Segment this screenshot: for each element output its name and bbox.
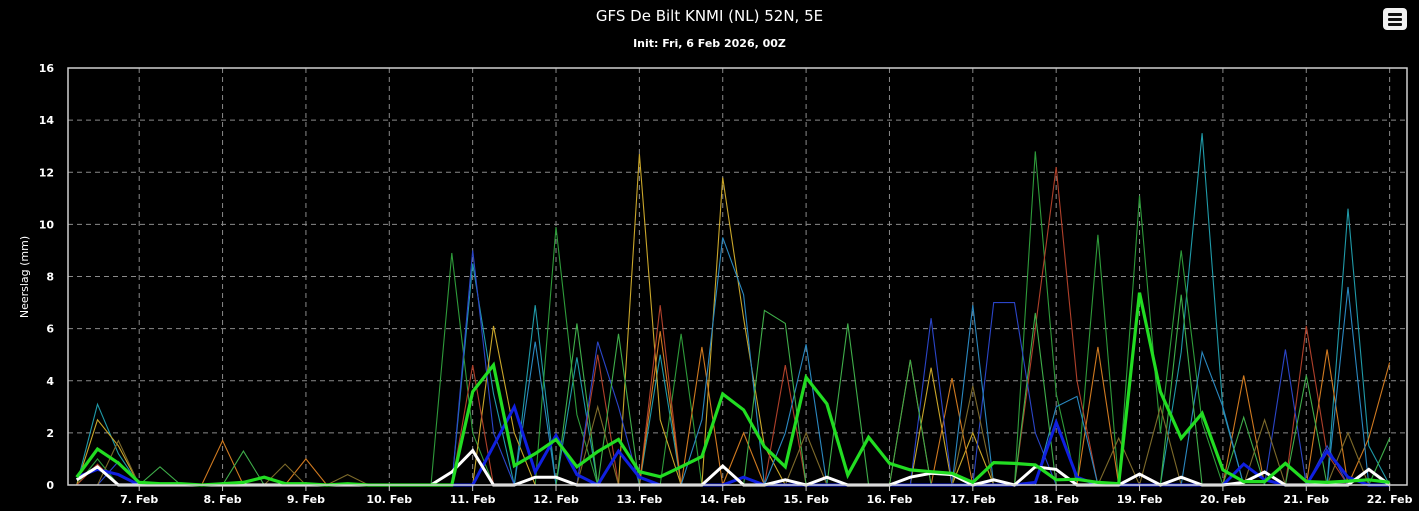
y-tick-label: 14: [39, 114, 55, 127]
grid: [68, 68, 1407, 485]
x-tick-label: 21. Feb: [1283, 493, 1329, 506]
x-tick-label: 9. Feb: [287, 493, 325, 506]
x-tick-label: 11. Feb: [450, 493, 496, 506]
x-tick-label: 13. Feb: [617, 493, 663, 506]
menu-line: [1388, 18, 1402, 21]
x-tick-label: 8. Feb: [204, 493, 242, 506]
ensemble-member-line-7: [76, 237, 1390, 486]
ensemble-member-line-4: [76, 166, 1390, 486]
y-tick-label: 12: [39, 166, 54, 179]
x-tick-label: 17. Feb: [950, 493, 996, 506]
x-tick-label: 12. Feb: [533, 493, 579, 506]
x-tick-label: 19. Feb: [1117, 493, 1163, 506]
x-tick-label: 7. Feb: [120, 493, 158, 506]
ensemble-member-line-3: [76, 153, 1390, 487]
ensemble-member-line-8: [76, 294, 1391, 486]
y-tick-label: 2: [46, 427, 54, 440]
ensemble-mean-line: [75, 292, 1390, 487]
series-layer: [75, 133, 1391, 488]
operational-run-line: [76, 402, 1390, 487]
y-tick-label: 8: [46, 271, 54, 284]
x-tick-label: 10. Feb: [366, 493, 412, 506]
x-tick-label: 18. Feb: [1033, 493, 1079, 506]
chart-subtitle: Init: Fri, 6 Feb 2026, 00Z: [633, 37, 786, 50]
x-tick-label: 22. Feb: [1367, 493, 1413, 506]
x-tick-label: 16. Feb: [867, 493, 913, 506]
ensemble-member-line-2: [76, 151, 1390, 486]
y-tick-label: 10: [39, 218, 55, 231]
ensemble-member-line-1: [76, 133, 1391, 486]
y-tick-label: 0: [46, 479, 54, 492]
y-tick-label: 6: [46, 323, 54, 336]
x-tick-label: 15. Feb: [783, 493, 829, 506]
ensemble-member-line-6: [76, 250, 1390, 487]
x-tick-label: 20. Feb: [1200, 493, 1246, 506]
x-tick-label: 14. Feb: [700, 493, 746, 506]
y-tick-label: 16: [39, 62, 55, 75]
y-tick-label: 4: [46, 375, 54, 388]
chart-title: GFS De Bilt KNMI (NL) 52N, 5E: [595, 7, 824, 25]
hamburger-menu-icon[interactable]: [1383, 8, 1407, 30]
ensemble-member-line-5: [76, 331, 1391, 488]
plot-border: [67, 67, 1408, 486]
menu-line: [1388, 13, 1402, 16]
axes: 0 2 4 6 8 10 12 14 16 7. Feb 8. Feb 9. Feb 10. Feb 11…: [39, 62, 1413, 506]
y-axis-label: Neerslag (mm): [18, 236, 31, 318]
menu-line: [1388, 23, 1402, 26]
